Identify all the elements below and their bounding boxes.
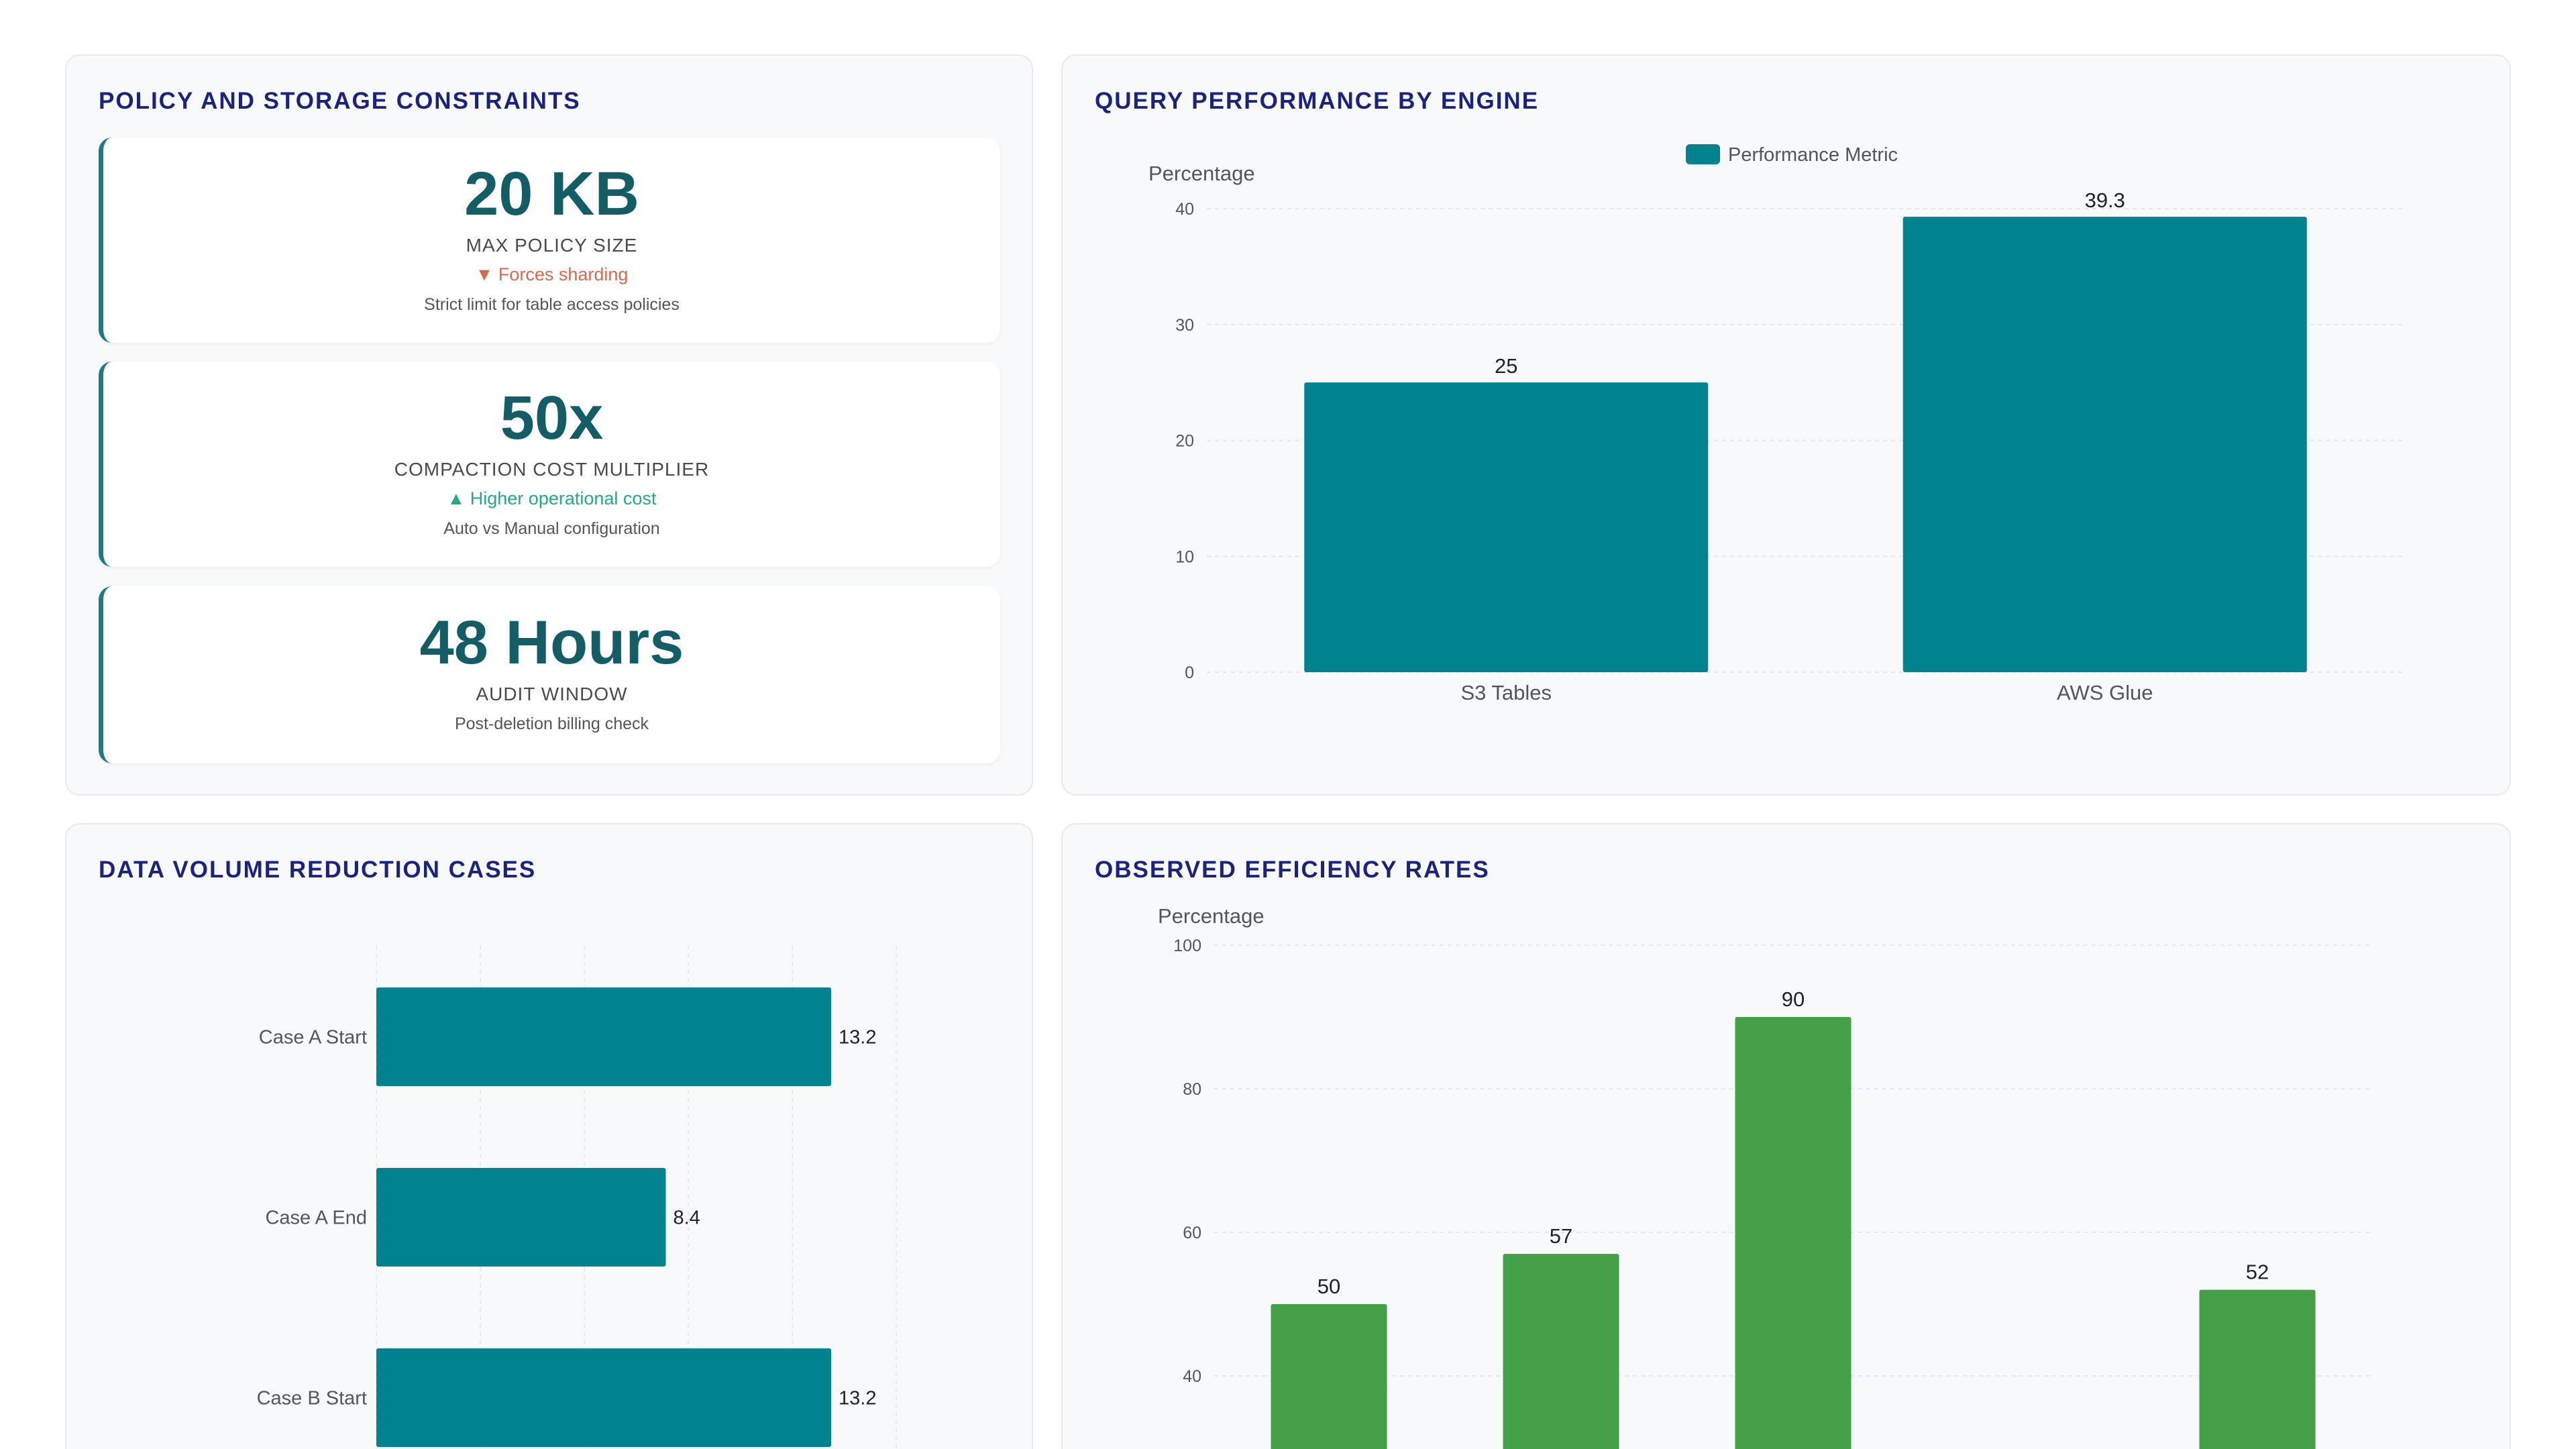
kpi-card-compaction-cost: 50x COMPACTION COST MULTIPLIER ▲ Higher … [99,362,1000,567]
y-tick-label: 10 [1175,547,1194,566]
y-tick-label: Case B Start [257,1388,367,1409]
kpi-note: Auto vs Manual configuration [443,519,660,538]
kpi-card-max-policy-size: 20 KB MAX POLICY SIZE ▼ Forces sharding … [99,138,1000,343]
y-tick-label: 30 [1175,316,1194,335]
query-performance-panel: QUERY PERFORMANCE BY ENGINE Performance … [1061,54,2511,796]
panel-title: OBSERVED EFFICIENCY RATES [1095,857,1490,883]
panel-title: QUERY PERFORMANCE BY ENGINE [1095,88,1540,114]
bar-value-label: 52 [2246,1260,2269,1284]
y-tick-label: Case A Start [259,1027,367,1049]
bar [1735,1017,1851,1449]
y-tick-label: Case A End [265,1208,367,1229]
bar [1902,217,2307,672]
y-tick-label: 100 [1173,936,1201,955]
y-tick-label: 40 [1183,1367,1201,1386]
panel-title: DATA VOLUME REDUCTION CASES [99,857,537,883]
bar-value-label: 57 [1550,1224,1572,1248]
kpi-label: AUDIT WINDOW [476,684,628,704]
bar [1503,1254,1619,1449]
efficiency-rates-panel: OBSERVED EFFICIENCY RATES Percentage 40 60… [1061,823,2511,1449]
bar-value-label: 8.4 [673,1208,700,1229]
kpi-note: Strict limit for table access policies [424,295,680,314]
bar-value-label: 90 [1782,987,1805,1011]
bar [376,987,831,1086]
y-axis-title: Percentage [1148,162,1255,185]
bar [2199,1289,2316,1449]
bar-value-label: 13.2 [839,1388,876,1409]
x-tick-label: AWS Glue [2057,681,2153,704]
bar [1304,382,1709,672]
kpi-trend-up: ▲ Higher operational cost [447,488,657,508]
efficiency-rates-chart: Percentage 40 60 80 100 50 57 90 52 [1158,904,2371,1449]
kpi-label: COMPACTION COST MULTIPLIER [394,459,710,480]
y-tick-label: 20 [1175,432,1194,451]
y-axis-title: Percentage [1158,904,1265,928]
policy-storage-panel: POLICY AND STORAGE CONSTRAINTS 20 KB MAX… [65,54,1033,796]
y-tick-label: 40 [1175,200,1194,219]
data-volume-panel: DATA VOLUME REDUCTION CASES 13.2 Case A S… [65,823,1033,1449]
bar-value-label: 25 [1495,354,1517,378]
kpi-value: 50x [500,384,604,452]
bar-value-label: 13.2 [839,1027,876,1049]
panel-title: POLICY AND STORAGE CONSTRAINTS [99,88,581,114]
legend-label: Performance Metric [1728,144,1898,166]
bar-value-label: 50 [1318,1275,1340,1298]
y-tick-label: 60 [1183,1224,1201,1242]
bar [376,1348,831,1447]
kpi-card-audit-window: 48 Hours AUDIT WINDOW Post-deletion bill… [99,586,1000,763]
bar [1271,1304,1387,1449]
kpi-value: 20 KB [464,160,639,228]
bar-value-label: 39.3 [2085,189,2125,212]
y-tick-label: 0 [1185,663,1194,682]
bar [376,1168,666,1267]
query-performance-chart: Performance Metric Percentage 0 10 20 30 40 25 S… [1148,144,2404,704]
x-tick-label: S3 Tables [1460,681,1552,704]
kpi-value: 48 Hours [419,608,684,677]
y-tick-label: 80 [1183,1080,1201,1099]
kpi-note: Post-deletion billing check [454,714,649,733]
kpi-trend-down: ▼ Forces sharding [475,264,629,284]
kpi-label: MAX POLICY SIZE [466,235,638,256]
legend-swatch [1686,144,1720,164]
data-volume-chart: 13.2 Case A Start 8.4 Case A End 13.2 Case B … [257,945,897,1449]
